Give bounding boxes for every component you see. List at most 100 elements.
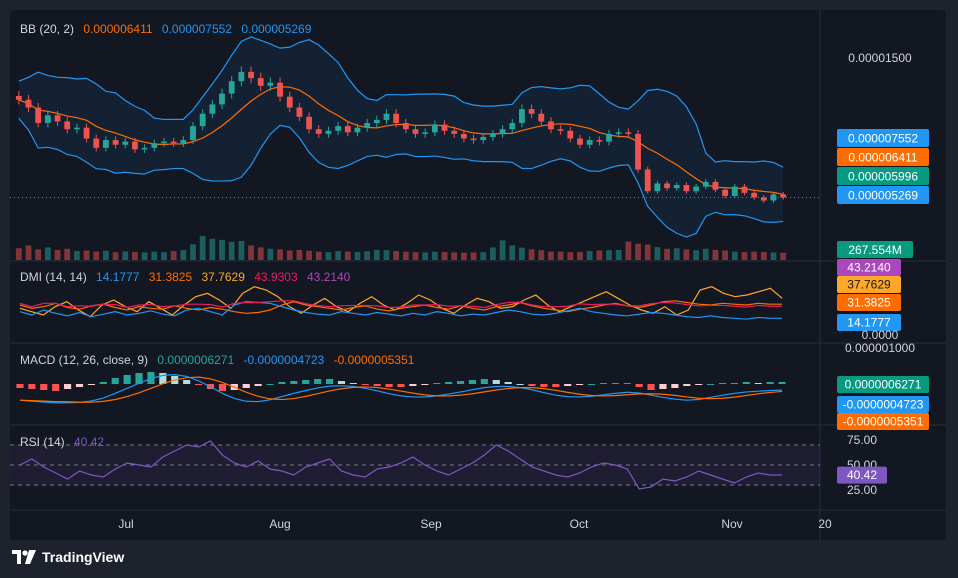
rsi-value: 40.42 bbox=[74, 435, 105, 449]
volume-bar bbox=[73, 251, 80, 260]
candle-body bbox=[625, 132, 632, 134]
macd-histogram-value: 0.0000006271 bbox=[157, 353, 235, 367]
volume-bar bbox=[325, 252, 332, 260]
macd-histogram-bar bbox=[742, 382, 750, 384]
tradingview-brand[interactable]: TradingView bbox=[12, 549, 124, 565]
volume-bar bbox=[586, 251, 593, 260]
volume-bar bbox=[335, 251, 342, 260]
candle-body bbox=[702, 181, 709, 187]
volume-bar bbox=[596, 250, 603, 260]
bb-basis-tag: 0.000006411 bbox=[848, 151, 918, 165]
volume-bar bbox=[35, 249, 42, 260]
volume-bar bbox=[112, 252, 119, 260]
candle-body bbox=[73, 127, 80, 130]
candle-body bbox=[751, 192, 758, 198]
macd-signal-line bbox=[19, 376, 783, 403]
volume-bar bbox=[103, 250, 109, 260]
volume-bar bbox=[664, 248, 670, 260]
bb-legend: BB (20, 2) 0.000006411 0.000007552 0.000… bbox=[20, 22, 317, 36]
macd-tag: -0.0000004723 bbox=[843, 398, 924, 412]
volume-bar bbox=[431, 251, 438, 260]
bb-lower-tag-bg bbox=[837, 186, 929, 204]
candle-body bbox=[228, 81, 235, 94]
macd-histogram-bar bbox=[456, 381, 465, 384]
volume-bar bbox=[132, 251, 138, 260]
volume-bar bbox=[296, 249, 303, 260]
candle-body bbox=[538, 113, 545, 122]
macd-histogram-bar bbox=[718, 383, 727, 384]
brand-name: TradingView bbox=[42, 549, 125, 565]
macd-histogram-bar bbox=[337, 381, 346, 384]
candle-body bbox=[606, 133, 612, 142]
volume-bar bbox=[141, 252, 148, 260]
macd-histogram-bar bbox=[707, 384, 715, 385]
rsi-label: RSI (14) bbox=[20, 435, 65, 449]
macd-histogram-bar bbox=[373, 384, 381, 386]
volume-bar bbox=[780, 252, 787, 260]
macd-histogram-bar bbox=[111, 378, 119, 384]
candle-body bbox=[286, 96, 293, 108]
candle-body bbox=[470, 138, 477, 141]
candle-body bbox=[557, 129, 564, 131]
macd-histogram-bar bbox=[778, 382, 786, 384]
candle-body bbox=[760, 197, 767, 201]
volume-bar bbox=[373, 249, 380, 260]
volume-bar bbox=[190, 244, 196, 260]
candle-body bbox=[431, 124, 438, 133]
volume-bar bbox=[567, 252, 574, 260]
volume-bar bbox=[441, 251, 448, 260]
volume-bar bbox=[548, 251, 554, 260]
dmi-tag: 43.2140 bbox=[847, 261, 891, 275]
volume-bar bbox=[64, 248, 71, 260]
volume-bar bbox=[693, 250, 699, 260]
dmi-tag: 31.3825 bbox=[847, 296, 891, 310]
candle-body bbox=[364, 123, 371, 128]
candle-body bbox=[480, 136, 487, 141]
dmi-tag-bg bbox=[837, 276, 901, 293]
macd-histogram-bar bbox=[16, 384, 24, 388]
volume-bar bbox=[161, 252, 167, 260]
candle-body bbox=[567, 130, 574, 139]
macd-histogram-bar bbox=[552, 384, 560, 387]
rsi-tick-label: 75.00 bbox=[847, 433, 877, 447]
candle-body bbox=[238, 71, 245, 82]
time-axis-label: Sep bbox=[420, 517, 442, 531]
macd-legend: MACD (12, 26, close, 9) 0.0000006271 -0.… bbox=[20, 353, 420, 367]
macd-histogram-bar bbox=[99, 382, 107, 384]
macd-line bbox=[19, 374, 783, 404]
bb-band-fill bbox=[18, 36, 784, 238]
rsi-legend: RSI (14) 40.42 bbox=[20, 435, 110, 449]
macd-histogram-bar bbox=[492, 380, 500, 384]
macd-histogram-bar bbox=[730, 383, 738, 384]
volume-bar bbox=[625, 241, 632, 260]
candle-body bbox=[64, 121, 71, 130]
volume-bar bbox=[577, 251, 583, 260]
volume-tag: 267.554M bbox=[848, 243, 901, 257]
volume-bar bbox=[209, 239, 216, 260]
bb-upper-value: 0.000007552 bbox=[161, 22, 232, 36]
tradingview-logo-icon bbox=[12, 550, 36, 564]
chart-frame: 0.000015000.000010000.0000075520.0000064… bbox=[10, 10, 946, 540]
volume-bar bbox=[151, 251, 158, 260]
volume-bar bbox=[44, 247, 51, 260]
volume-bar bbox=[286, 250, 293, 260]
macd-histogram-bar bbox=[75, 384, 84, 387]
price-tick-label: 0.00001500 bbox=[848, 51, 912, 65]
candle-body bbox=[741, 186, 748, 193]
chart-canvas[interactable]: 0.000015000.000010000.0000075520.0000064… bbox=[10, 10, 946, 540]
dmi-tag: 14.1777 bbox=[847, 316, 891, 330]
candle-body bbox=[373, 119, 380, 124]
dmi-minus-value: 31.3825 bbox=[148, 270, 193, 284]
macd-histogram-bar bbox=[361, 384, 369, 385]
bb-label: BB (20, 2) bbox=[20, 22, 75, 36]
volume-bar bbox=[219, 239, 225, 260]
candle-body bbox=[422, 132, 429, 134]
volume-bar bbox=[267, 248, 274, 260]
volume-bar bbox=[393, 251, 400, 260]
candle-body bbox=[248, 71, 254, 79]
volume-bar bbox=[451, 252, 458, 260]
candle-body bbox=[673, 185, 680, 189]
candle-body bbox=[731, 186, 738, 196]
macd-histogram-bar bbox=[52, 384, 60, 391]
bb-upper-tag-bg bbox=[837, 129, 929, 147]
